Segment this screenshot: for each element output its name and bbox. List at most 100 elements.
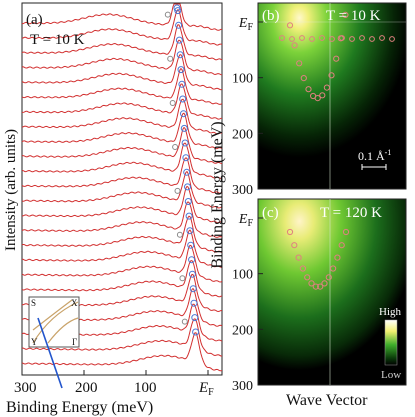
y-tick-label: EF — [238, 16, 254, 33]
dispersion-marker — [328, 72, 335, 79]
dispersion-marker — [314, 95, 321, 102]
peak-marker — [176, 51, 184, 59]
inset-fermi-surface-1 — [32, 301, 79, 344]
peak-marker — [186, 227, 194, 235]
dispersion-marker — [317, 283, 324, 290]
inset-fermi-surface-2 — [32, 299, 73, 331]
edc-curve — [21, 54, 223, 91]
coherent-marker — [389, 36, 395, 42]
dispersion-marker — [295, 254, 302, 261]
peak-marker — [187, 241, 195, 249]
scale-bar-label: 0.1 Å-1 — [358, 148, 391, 163]
dispersion-marker — [308, 280, 315, 287]
edc-curve — [21, 8, 223, 46]
inset-label-gamma: Γ — [72, 337, 77, 347]
peak-marker — [184, 183, 191, 191]
edc-curve — [21, 112, 223, 150]
edc-curve — [21, 170, 223, 209]
colorbar-low-label: Low — [381, 369, 401, 381]
panel-b-temperature: T = 10 K — [326, 8, 381, 24]
peak-marker — [188, 270, 196, 278]
peak-marker — [174, 7, 182, 15]
coherent-marker — [289, 36, 295, 42]
edc-curve — [21, 318, 223, 357]
y-tick-label: 200 — [232, 323, 253, 338]
dispersion-marker — [338, 242, 345, 249]
coherent-marker — [359, 35, 365, 41]
panel-c-temperature: T = 120 K — [320, 205, 382, 221]
edc-curve — [21, 142, 223, 180]
edc-curve — [21, 39, 223, 76]
y-tick-label: 300 — [232, 183, 253, 198]
coherent-marker — [379, 35, 385, 41]
dispersion-marker — [286, 22, 294, 29]
edc-curve — [21, 98, 223, 135]
peak-markers — [164, 4, 200, 336]
coherent-marker — [299, 35, 305, 41]
edc-curve — [21, 215, 223, 253]
peak-marker — [188, 256, 196, 264]
edc-curve — [21, 157, 223, 194]
x-tick-label-100: 100 — [134, 380, 157, 396]
peak-marker — [179, 95, 187, 103]
x-tick-label-ef: EF — [198, 380, 214, 398]
panel-c-markers — [286, 228, 350, 290]
inset-label-x: X — [71, 298, 78, 308]
panel-c-label: (c) — [262, 205, 279, 221]
hump-marker — [172, 144, 179, 150]
dispersion-marker — [342, 228, 350, 236]
dispersion-marker — [304, 274, 311, 281]
right-xlabel: Wave Vector — [286, 392, 368, 409]
peak-marker — [192, 328, 200, 336]
dispersion-marker — [333, 55, 340, 62]
edc-curve — [21, 67, 223, 105]
edc-curve — [21, 229, 223, 268]
dispersion-marker — [300, 75, 307, 82]
dispersion-marker — [296, 60, 303, 67]
edc-curve — [21, 244, 223, 283]
panel-b-markers — [279, 11, 395, 102]
peak-marker — [191, 314, 199, 322]
dispersion-marker — [321, 280, 328, 287]
y-tick-label: 200 — [232, 127, 253, 142]
hump-marker — [181, 318, 188, 325]
panel-c-map — [257, 198, 407, 386]
colorbar-high-label: High — [379, 306, 402, 318]
panel-b-label: (b) — [262, 8, 280, 24]
panel-a-label: (a) — [26, 12, 43, 28]
panel-a-ylabel: Intensity (arb. units) — [3, 129, 19, 251]
dispersion-marker — [291, 242, 298, 249]
panel-b-map — [257, 2, 407, 190]
dispersion-marker — [325, 274, 332, 281]
peak-marker — [175, 21, 183, 29]
dispersion-marker — [319, 92, 326, 99]
edc-curve — [21, 260, 223, 298]
dispersion-marker — [312, 283, 319, 290]
colorbar — [384, 319, 398, 366]
coherent-marker — [279, 35, 285, 41]
hump-marker — [174, 187, 181, 194]
edc-curve — [21, 3, 223, 31]
hump-marker — [164, 11, 171, 18]
peak-marker — [190, 299, 198, 307]
peak-marker — [175, 36, 183, 44]
peak-marker — [177, 66, 185, 74]
dispersion-marker — [305, 86, 312, 93]
hump-marker — [179, 275, 186, 282]
edc-curve — [21, 83, 223, 120]
peak-marker — [178, 80, 186, 88]
x-tick-label-200: 200 — [75, 380, 98, 396]
peak-marker — [185, 212, 193, 220]
hump-marker — [176, 231, 183, 238]
edc-curve — [21, 332, 223, 372]
coherent-marker — [339, 35, 345, 41]
coherent-marker — [369, 36, 375, 42]
peak-marker — [189, 285, 197, 293]
peak-marker — [181, 139, 189, 147]
inset-label-s: S — [31, 298, 36, 308]
hump-marker — [167, 55, 174, 62]
brillouin-zone-inset: S X Y Γ — [28, 296, 80, 389]
y-tick-label: 100 — [232, 72, 253, 87]
